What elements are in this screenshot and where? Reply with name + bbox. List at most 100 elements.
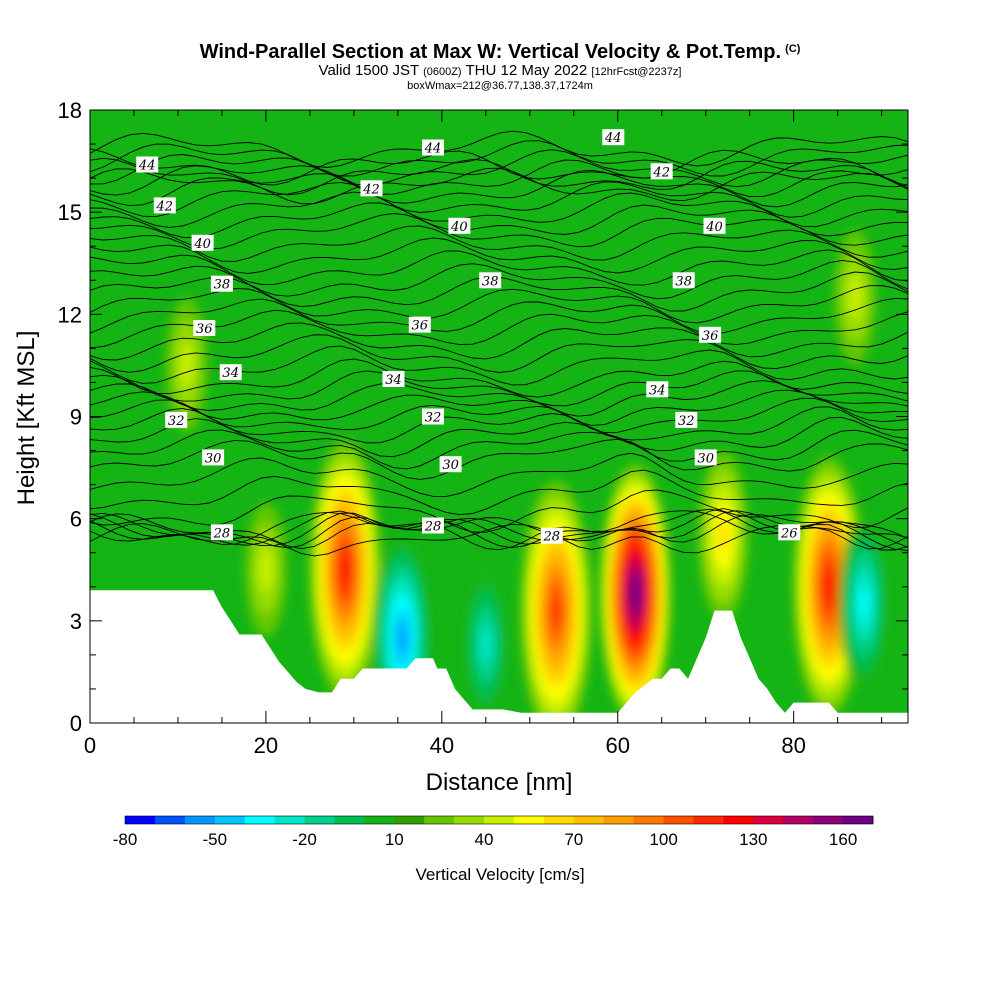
w-level bbox=[341, 557, 349, 582]
theta-contour bbox=[90, 380, 908, 417]
theta-contour bbox=[90, 297, 908, 335]
theta-contour bbox=[90, 148, 908, 186]
x-tick-label: 60 bbox=[605, 733, 629, 758]
contour-label: 44 bbox=[422, 139, 444, 157]
contour-label-box bbox=[219, 364, 242, 381]
colorbar-title: Vertical Velocity [cm/s] bbox=[415, 865, 584, 884]
contour-label-box bbox=[210, 275, 233, 292]
contour-label: 38 bbox=[672, 272, 695, 289]
colorbar-swatch bbox=[723, 816, 754, 824]
plot-area: 44 44 44 42 42 42 40 40 40 38 38 38 36 36 36 34 34 34 32 32… bbox=[90, 110, 908, 723]
theta-contour bbox=[90, 416, 908, 458]
colorbar-swatch bbox=[364, 816, 395, 824]
contour-label: 36 bbox=[699, 326, 722, 344]
w-level bbox=[259, 547, 273, 593]
y-axis-label: Height [Kft MSL] bbox=[13, 331, 40, 506]
contour-label-box bbox=[153, 197, 176, 214]
theta-contour bbox=[90, 389, 908, 426]
theta-contour bbox=[90, 510, 908, 551]
contour-label: 38 bbox=[479, 272, 502, 289]
w-level bbox=[859, 586, 870, 621]
contour-label: 42 bbox=[153, 197, 176, 214]
contour-label-box bbox=[422, 517, 444, 534]
contour-label-value: 38 bbox=[482, 274, 499, 289]
contour-label-box bbox=[191, 234, 214, 251]
colorbar-swatch bbox=[693, 816, 724, 824]
y-tick-label: 15 bbox=[58, 200, 82, 225]
colorbar-swatch bbox=[304, 816, 335, 824]
theta-contour bbox=[90, 149, 908, 188]
theta-contour bbox=[90, 140, 908, 177]
theta-contour bbox=[90, 309, 908, 349]
contour-label-box bbox=[382, 371, 405, 387]
contour-label-value: 32 bbox=[425, 411, 442, 426]
contour-label: 32 bbox=[675, 411, 698, 429]
colorbar-swatch bbox=[513, 816, 545, 824]
contour-label-box bbox=[136, 156, 159, 173]
contour-label-value: 40 bbox=[193, 237, 211, 252]
contour-label: 42 bbox=[360, 180, 383, 197]
contour-label: 36 bbox=[193, 320, 216, 337]
y-tick-label: 6 bbox=[70, 507, 82, 532]
colorbar-tick-label: -20 bbox=[292, 830, 317, 849]
theta-contour bbox=[90, 157, 908, 196]
contour-label: 40 bbox=[191, 234, 214, 252]
theta-contour bbox=[90, 213, 908, 250]
contour-label-value: 36 bbox=[702, 329, 719, 344]
contour-label-value: 36 bbox=[412, 319, 429, 334]
theta-contour bbox=[90, 370, 908, 407]
contour-label-value: 34 bbox=[385, 373, 402, 388]
contour-label: 28 bbox=[422, 517, 444, 535]
w-level bbox=[718, 518, 729, 553]
theta-contour bbox=[90, 159, 908, 198]
colorbar-swatch bbox=[663, 816, 694, 824]
contour-label-box bbox=[703, 217, 726, 234]
contour-label-box bbox=[778, 524, 801, 541]
x-axis-label: Distance [nm] bbox=[426, 769, 573, 796]
w-cell bbox=[834, 230, 876, 365]
colorbar-tick-label: -50 bbox=[203, 830, 228, 849]
chart-title-block: Wind-Parallel Section at Max W: Vertical… bbox=[0, 38, 1000, 92]
y-tick-label: 18 bbox=[58, 98, 82, 123]
contour-label-box bbox=[699, 326, 722, 343]
contour-label-value: 38 bbox=[675, 274, 692, 289]
colorbar-tick-label: 160 bbox=[829, 830, 857, 849]
colorbar-swatch bbox=[214, 816, 246, 824]
x-tick-label: 0 bbox=[84, 733, 96, 758]
theta-contour bbox=[90, 358, 908, 398]
contour-label-box bbox=[165, 411, 188, 428]
theta-contour bbox=[90, 130, 908, 168]
theta-contour bbox=[90, 191, 908, 228]
contour-label: 34 bbox=[382, 371, 405, 388]
theta-contour bbox=[90, 181, 908, 218]
w-level bbox=[632, 585, 639, 602]
colorbar-swatch bbox=[424, 816, 455, 824]
colorbar-swatch bbox=[753, 816, 784, 824]
colorbar-swatch bbox=[573, 816, 605, 824]
contour-label-box bbox=[650, 163, 673, 180]
contour-label-box bbox=[675, 411, 698, 428]
w-level bbox=[825, 574, 833, 599]
colorbar-swatch bbox=[484, 816, 515, 824]
contour-label: 30 bbox=[202, 449, 225, 466]
colorbar-swatch bbox=[783, 816, 814, 824]
theta-contour bbox=[90, 334, 908, 373]
contour-label-box bbox=[360, 180, 383, 197]
y-tick-label: 0 bbox=[70, 711, 82, 736]
chart-subtitle: Valid 1500 JST (0600Z) THU 12 May 2022 [… bbox=[0, 63, 1000, 80]
contour-label-value: 42 bbox=[652, 165, 670, 180]
valid-date: THU 12 May 2022 bbox=[465, 62, 588, 79]
theta-contour bbox=[90, 259, 908, 300]
theta-contour bbox=[90, 508, 908, 551]
colorbar-tick-label: 130 bbox=[739, 830, 767, 849]
theta-contour bbox=[90, 202, 908, 239]
contour-label: 34 bbox=[219, 364, 242, 381]
contour-label-box bbox=[672, 272, 695, 289]
contour-label: 28 bbox=[540, 527, 563, 545]
contour-label-value: 42 bbox=[156, 199, 174, 214]
x-tick-label: 20 bbox=[254, 733, 278, 758]
colorbar-tick-label: 40 bbox=[475, 830, 494, 849]
contour-label-box bbox=[193, 320, 216, 336]
contour-label: 40 bbox=[703, 217, 726, 235]
